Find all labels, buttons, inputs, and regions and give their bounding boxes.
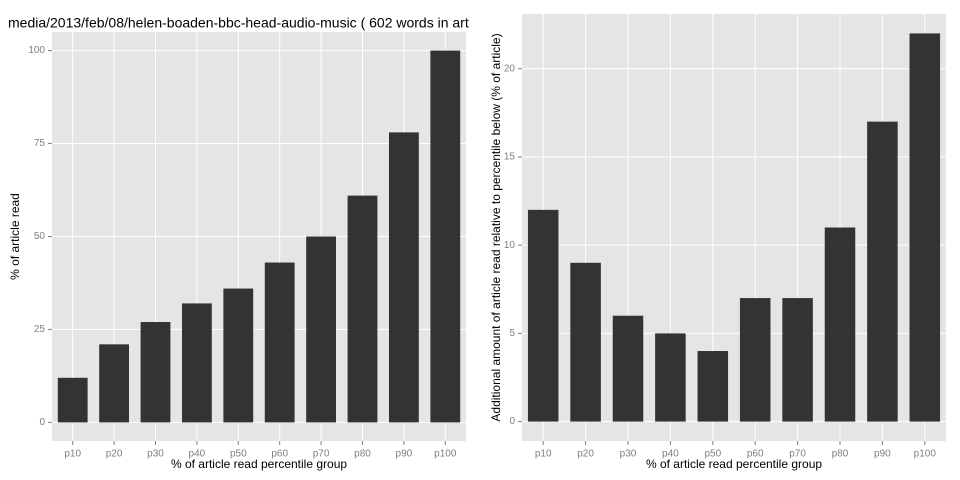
x-tick-label: p80: [832, 449, 849, 460]
bar: [430, 50, 461, 423]
x-tick-label: p10: [64, 449, 81, 460]
bar: [181, 303, 212, 423]
bar: [697, 351, 729, 422]
x-tick-label: p20: [577, 449, 594, 460]
y-tick-label: 75: [34, 138, 46, 149]
x-tick-label: p80: [354, 449, 371, 460]
bar: [347, 195, 378, 423]
x-tick-label: p60: [747, 449, 764, 460]
x-tick-label: p10: [535, 449, 552, 460]
x-tick-label: p40: [662, 449, 679, 460]
x-tick-label: p30: [620, 449, 637, 460]
bar: [612, 315, 644, 422]
y-tick-label: 100: [28, 45, 45, 56]
bar: [264, 262, 295, 423]
bar: [739, 298, 771, 422]
x-axis-label: % of article read percentile group: [646, 457, 822, 471]
bar: [782, 298, 813, 422]
y-tick-label: 10: [504, 240, 516, 251]
x-tick-label: p90: [874, 449, 891, 460]
bar: [867, 121, 898, 422]
bar: [306, 236, 337, 423]
bar: [99, 344, 130, 423]
x-tick-label: p70: [313, 449, 330, 460]
x-tick-label: p60: [271, 449, 288, 460]
x-tick-label: p90: [396, 449, 413, 460]
x-tick-label: p100: [914, 449, 937, 460]
y-axis-label: % of article read: [8, 193, 22, 280]
x-tick-label: p50: [704, 449, 721, 460]
y-axis-label: Additional amount of article read relati…: [489, 33, 503, 421]
y-tick-label: 20: [504, 63, 516, 74]
bar: [655, 333, 686, 422]
bar: [527, 209, 559, 422]
bar: [909, 33, 941, 422]
bar: [57, 377, 88, 423]
bar: [388, 132, 419, 423]
x-tick-label: p40: [189, 449, 206, 460]
y-tick-label: 5: [509, 328, 515, 339]
x-tick-label: p50: [230, 449, 247, 460]
x-axis-label: % of article read percentile group: [171, 457, 347, 471]
x-tick-label: p20: [106, 449, 123, 460]
x-tick-label: p100: [434, 449, 457, 460]
y-tick-label: 25: [34, 324, 46, 335]
y-tick-label: 0: [39, 417, 45, 428]
bar: [570, 262, 601, 422]
y-tick-label: 15: [504, 152, 516, 163]
y-tick-label: 50: [34, 231, 46, 242]
chart-title: media/2013/feb/08/helen-boaden-bbc-head-…: [8, 15, 469, 31]
bar: [223, 288, 254, 423]
x-tick-label: p70: [789, 449, 806, 460]
bar: [824, 227, 856, 422]
y-tick-label: 0: [509, 416, 515, 427]
bar: [140, 322, 171, 423]
x-tick-label: p30: [147, 449, 164, 460]
